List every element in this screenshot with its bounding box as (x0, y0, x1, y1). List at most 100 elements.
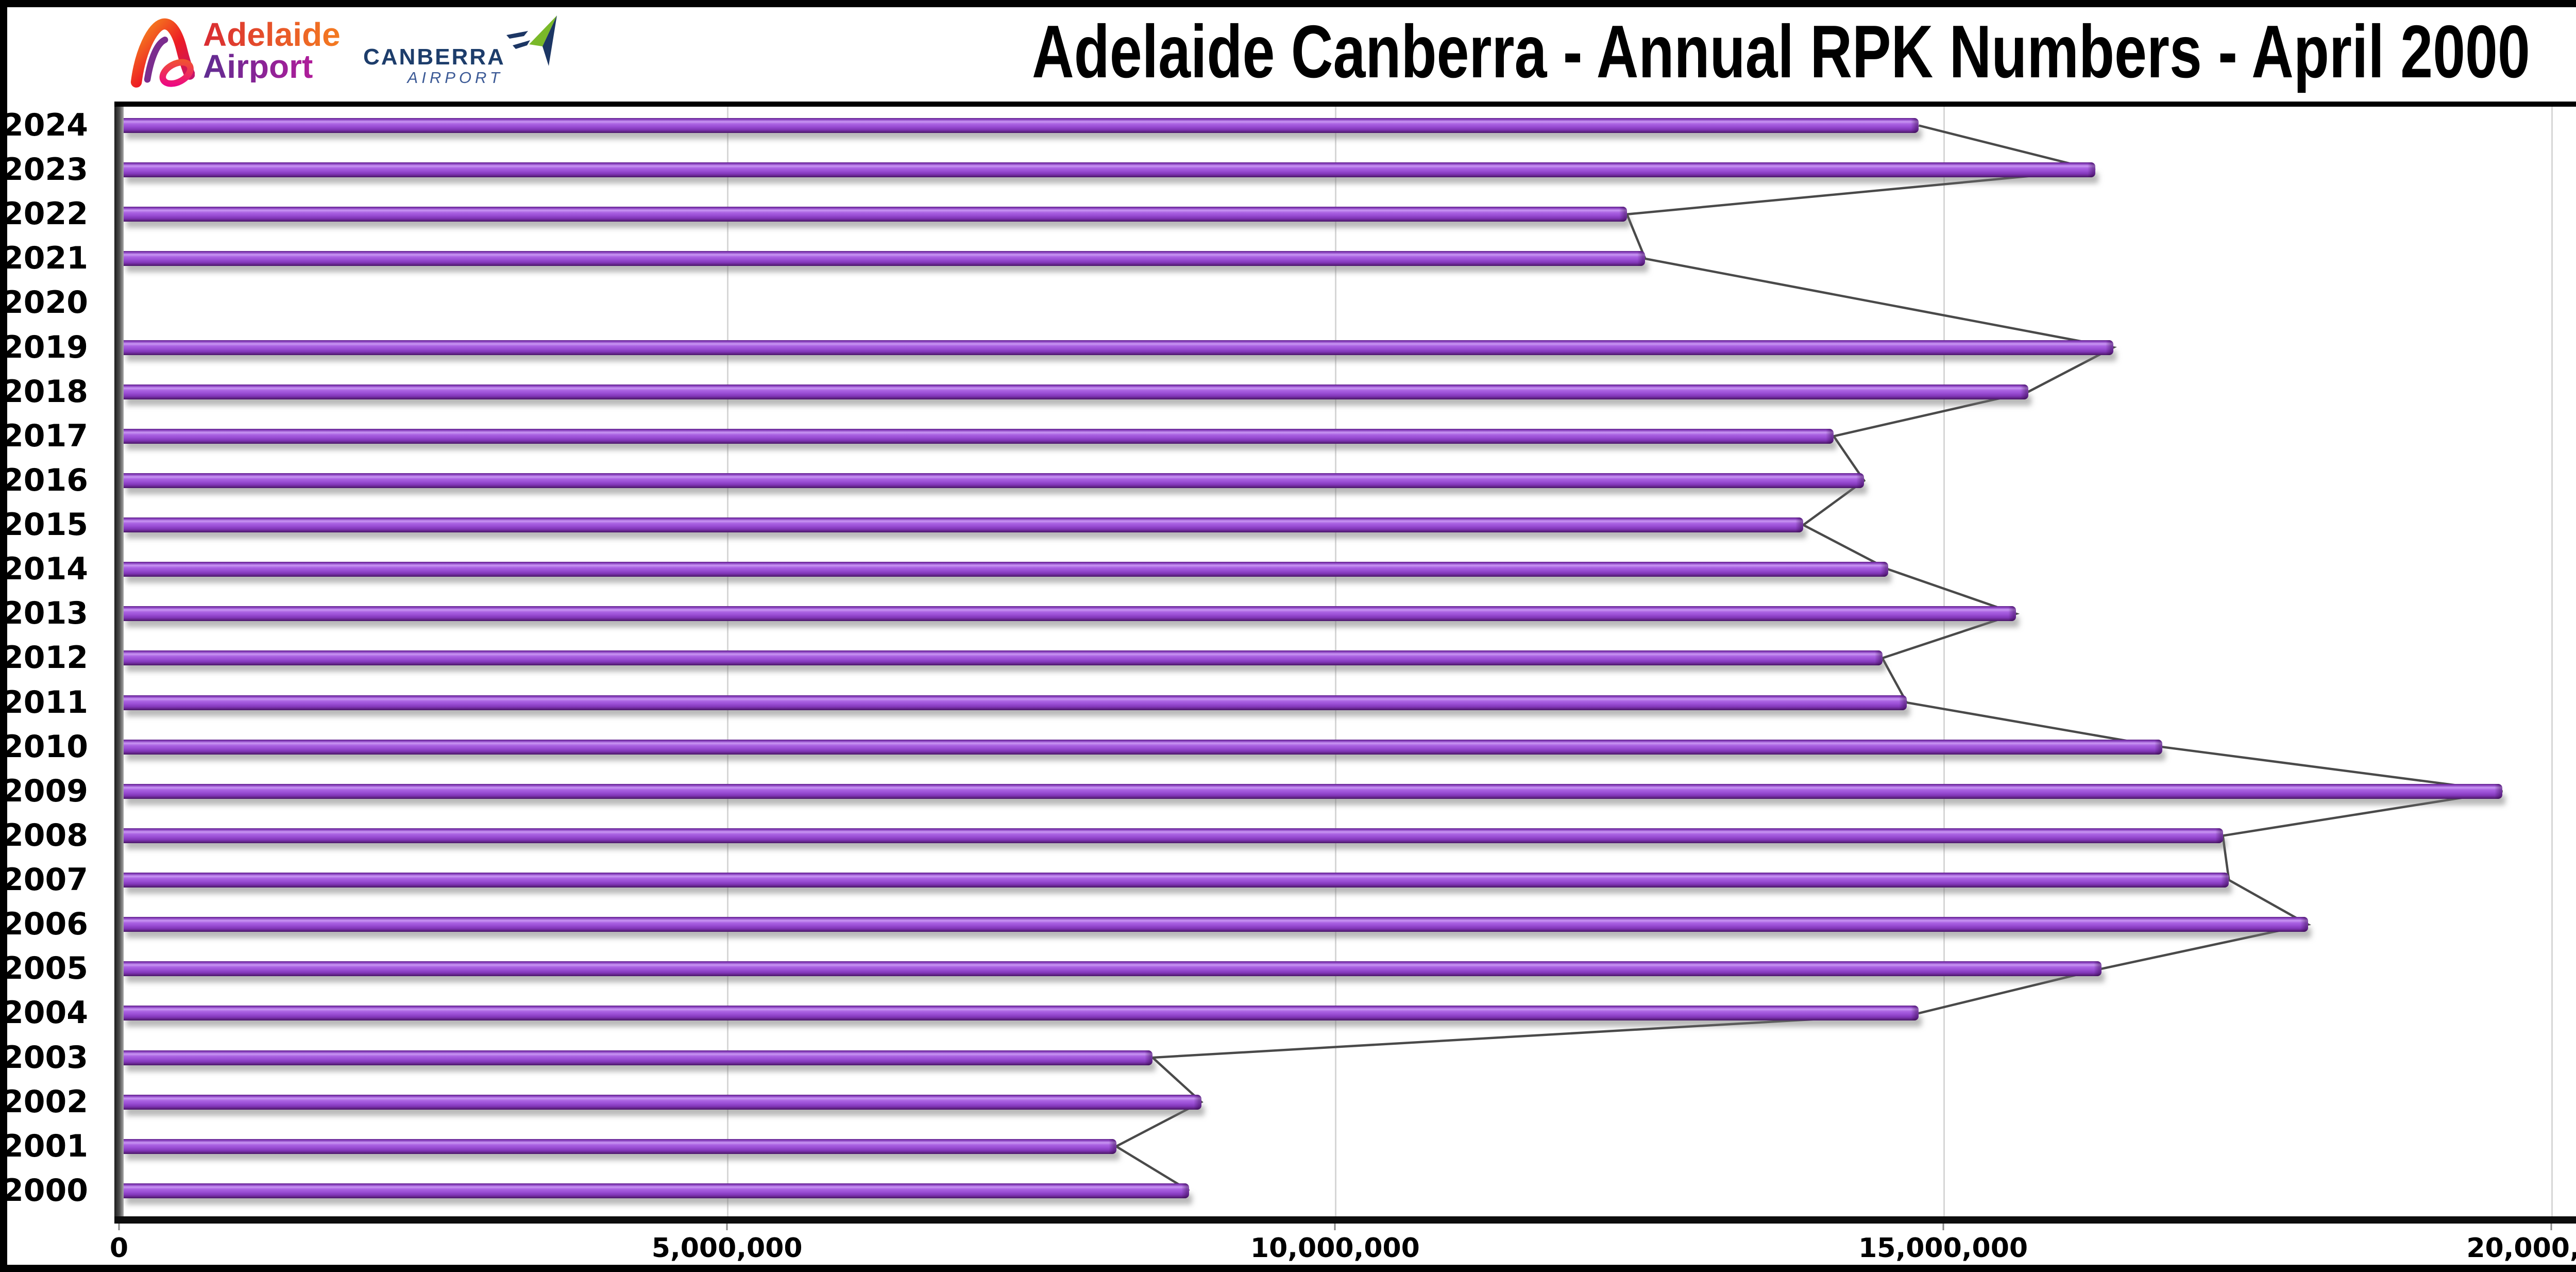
y-axis-label: 2024 (2, 107, 88, 143)
y-axis-label: 2005 (2, 950, 88, 987)
y-axis-label: 2010 (2, 728, 88, 765)
rpk-bar-2023 (119, 162, 2095, 178)
adelaide-logo-line2: Airport (203, 50, 341, 83)
bar-end-cap-icon (2093, 961, 2102, 977)
chart-row: 2007 (2, 861, 2576, 906)
canberra-logo-line1: CANBERRA (363, 44, 505, 70)
rpk-bar-2005 (119, 961, 2102, 977)
bar-end-cap-icon (1795, 517, 1804, 533)
rpk-bar-2021 (119, 251, 1646, 266)
chart-row: 2012 (2, 639, 2576, 683)
chart-row: 2018 (2, 373, 2576, 417)
chart-row: 2006 (2, 906, 2576, 950)
rpk-bar-2012 (119, 650, 1883, 666)
y-axis-label: 2019 (2, 329, 88, 365)
y-axis-label: 2023 (2, 152, 88, 188)
y-axis-label: 2001 (2, 1128, 88, 1164)
rpk-bar-2004 (119, 1006, 1919, 1021)
y-axis-label: 2002 (2, 1083, 88, 1120)
adelaide-airport-wordmark: Adelaide Airport (203, 18, 341, 83)
bar-end-cap-icon (1874, 650, 1883, 666)
x-axis-label: 20,000,000 (2466, 1233, 2576, 1264)
x-axis-label: 5,000,000 (651, 1233, 803, 1264)
chart-row: 2000 (2, 1172, 2576, 1216)
y-axis-label: 2014 (2, 551, 88, 588)
y-axis-label: 2000 (2, 1172, 88, 1209)
bar-end-cap-icon (1619, 207, 1627, 222)
rpk-bar-2006 (119, 917, 2308, 932)
axis-wall (114, 107, 124, 1216)
bar-end-cap-icon (2106, 340, 2114, 355)
rpk-bar-2024 (119, 118, 1919, 133)
y-axis-label: 2008 (2, 817, 88, 853)
chart-row: 2023 (2, 151, 2576, 195)
chart-row: 2005 (2, 950, 2576, 994)
bar-end-cap-icon (1911, 118, 1919, 133)
bar-end-cap-icon (2154, 739, 2162, 755)
y-axis-label: 2009 (2, 773, 88, 809)
connector-line-layer (1113, 124, 2503, 1192)
bar-end-cap-icon (1108, 1139, 1116, 1154)
rpk-bar-2014 (119, 562, 1889, 577)
chart-row: 2024 (2, 107, 2576, 151)
x-axis-label: 15,000,000 (1858, 1233, 2028, 1264)
rpk-bar-2018 (119, 384, 2028, 399)
y-axis-label: 2011 (2, 684, 88, 721)
rpk-bar-2019 (119, 340, 2114, 355)
y-axis-label: 2015 (2, 507, 88, 543)
chart-row: 2008 (2, 817, 2576, 861)
bar-end-cap-icon (2495, 783, 2503, 799)
rpk-bar-2007 (119, 873, 2229, 888)
connector-line (1113, 124, 2503, 1192)
bar-end-cap-icon (1826, 428, 1834, 444)
bar-end-cap-icon (2221, 873, 2229, 888)
bar-end-cap-icon (2087, 162, 2095, 178)
chart-row: 2001 (2, 1128, 2576, 1172)
bar-end-cap-icon (1856, 473, 1865, 488)
chart-row: 2011 (2, 684, 2576, 728)
canberra-paper-plane-icon (506, 15, 557, 66)
bar-end-cap-icon (1193, 1094, 1201, 1110)
bar-end-cap-icon (2215, 828, 2223, 843)
adelaide-airport-mark-icon (130, 18, 195, 88)
x-axis-tick (726, 1224, 728, 1230)
x-axis-label: 0 (109, 1233, 129, 1264)
plot-area: 2024 2023 2022 2021 2020 2019 2018 2017 2016 2015… (2, 102, 2576, 1224)
y-axis-label: 2013 (2, 595, 88, 632)
chart-row: 2002 (2, 1083, 2576, 1128)
chart-row: 2020 (2, 284, 2576, 328)
y-axis-label: 2020 (2, 284, 88, 321)
plot-border-bottom (114, 1216, 2576, 1224)
canberra-logo-line2: AIRPORT (407, 69, 503, 87)
y-axis-label: 2016 (2, 462, 88, 498)
chart-row: 2017 (2, 417, 2576, 462)
chart-row: 2009 (2, 773, 2576, 817)
y-axis-label: 2004 (2, 995, 88, 1031)
gridline (1943, 107, 1945, 1216)
plot-border-top (114, 102, 2576, 107)
x-axis-tick (1334, 1224, 1336, 1230)
rpk-bar-2011 (119, 695, 1907, 710)
x-axis-label: 10,000,000 (1250, 1233, 1420, 1264)
y-axis-label: 2022 (2, 196, 88, 232)
y-axis-label: 2007 (2, 862, 88, 898)
y-axis-label: 2003 (2, 1039, 88, 1076)
rpk-bar-2016 (119, 473, 1865, 488)
y-axis-label: 2018 (2, 373, 88, 410)
chart-row: 2015 (2, 506, 2576, 550)
bar-end-cap-icon (1637, 251, 1646, 266)
rpk-bar-2010 (119, 739, 2162, 755)
y-axis-label: 2021 (2, 240, 88, 277)
bar-end-cap-icon (1880, 562, 1889, 577)
rpk-bar-2001 (119, 1139, 1116, 1154)
bar-end-cap-icon (2300, 917, 2308, 932)
y-axis-label: 2006 (2, 906, 88, 943)
chart-row: 2022 (2, 195, 2576, 240)
x-axis-tick (2550, 1224, 2552, 1230)
rpk-bar-2008 (119, 828, 2223, 843)
rpk-bar-2009 (119, 783, 2503, 799)
bar-end-cap-icon (2008, 606, 2016, 622)
chart-row: 2014 (2, 550, 2576, 595)
